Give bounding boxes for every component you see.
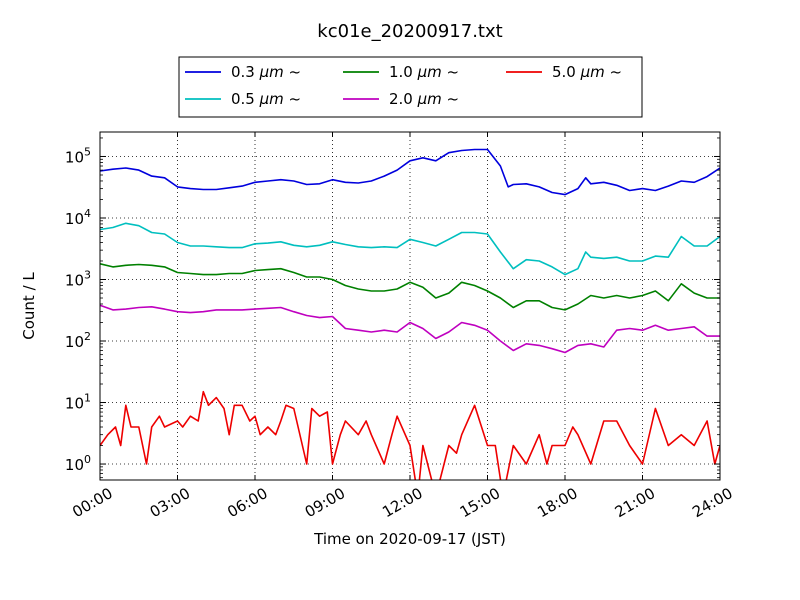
legend-label-4: 5.0 μm ~ [552, 63, 622, 81]
x-tick-label: 24:00 [689, 484, 735, 521]
x-tick-label: 18:00 [534, 484, 580, 521]
x-tick-label: 06:00 [224, 484, 270, 521]
y-tick-label: 103 [65, 268, 91, 289]
chart-title: kc01e_20200917.txt [317, 21, 502, 42]
y-tick-label: 101 [65, 392, 91, 413]
series-line-4 [100, 390, 720, 480]
series-line-0 [100, 148, 720, 196]
x-tick-label: 03:00 [147, 484, 193, 521]
legend-frame [178, 56, 643, 118]
legend: 0.3 μm ~ 0.5 μm ~ 1.0 μm ~ 2.0 μm ~ 5.0 μm ~ [178, 56, 643, 118]
legend-label-2: 1.0 μm ~ [389, 63, 459, 81]
series-line-3 [100, 304, 720, 354]
x-axis-label: Time on 2020-09-17 (JST) [313, 530, 506, 548]
y-tick-label: 104 [65, 207, 91, 228]
x-tick-label: 21:00 [612, 484, 658, 521]
grid [100, 132, 720, 480]
x-tick-label: 09:00 [302, 484, 348, 521]
plot-border [99, 131, 721, 481]
y-axis-label: Count / L [20, 272, 38, 340]
legend-label-3: 2.0 μm ~ [389, 90, 459, 108]
x-tick-label: 15:00 [457, 484, 503, 521]
series-layer [100, 148, 720, 480]
legend-label-1: 0.5 μm ~ [231, 90, 301, 108]
legend-label-0: 0.3 μm ~ [231, 63, 301, 81]
y-tick-label: 100 [65, 453, 91, 474]
x-tick-label: 00:00 [69, 484, 115, 521]
series-line-2 [100, 263, 720, 311]
x-tick-labels: 00:00 03:00 06:00 09:00 12:00 15:00 18:00 21:00… [69, 484, 735, 521]
y-tick-label: 105 [65, 145, 91, 166]
x-tick-label: 12:00 [379, 484, 425, 521]
y-tick-labels: 100 101 102 103 104 105 [65, 145, 91, 474]
series-line-1 [100, 222, 720, 276]
y-tick-label: 102 [65, 330, 91, 351]
